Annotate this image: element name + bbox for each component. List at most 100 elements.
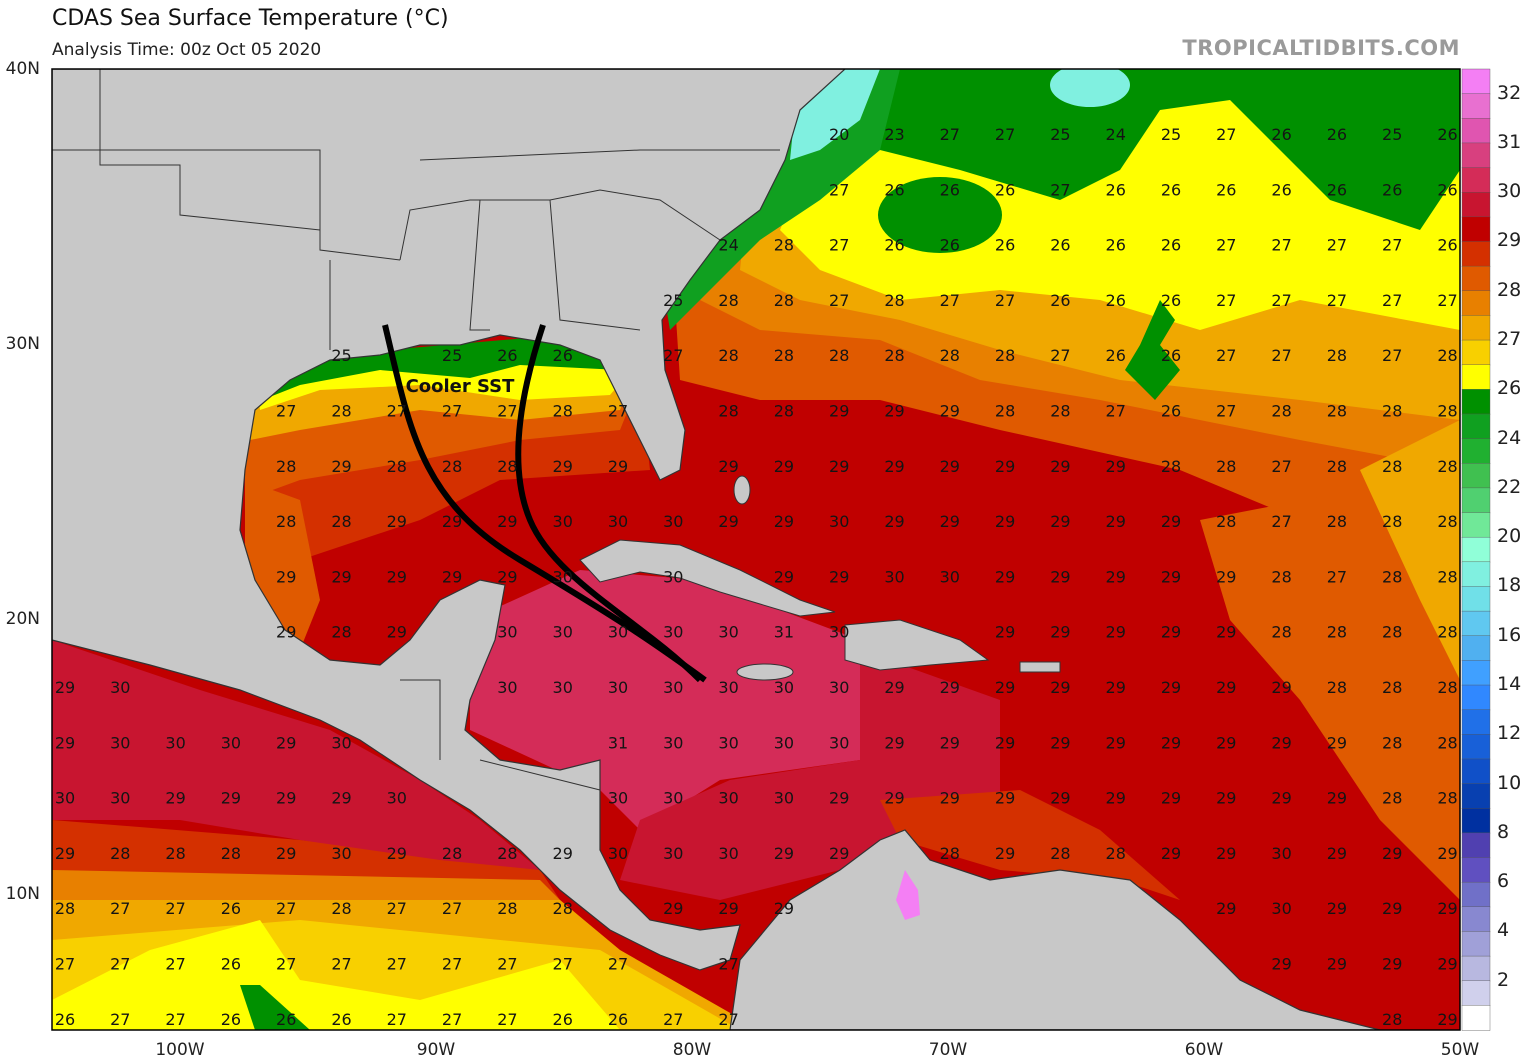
sst-value-label: 30 — [553, 678, 573, 697]
colorbar-bin — [1461, 635, 1491, 662]
sst-value-label: 28 — [1382, 623, 1402, 642]
sst-value-label: 27 — [387, 955, 407, 974]
colorbar-label: 2 — [1497, 968, 1510, 991]
sst-value-label: 30 — [331, 844, 351, 863]
sst-value-label: 29 — [1327, 789, 1347, 808]
sst-value-label: 28 — [1382, 678, 1402, 697]
colorbar-bin — [1461, 118, 1491, 144]
sst-value-label: 26 — [221, 1010, 241, 1029]
sst-value-label: 29 — [1050, 457, 1070, 476]
sst-value-label: 29 — [387, 512, 407, 531]
sst-value-label: 28 — [1437, 512, 1457, 531]
sst-value-label: 28 — [1271, 623, 1291, 642]
sst-value-label: 30 — [1271, 844, 1291, 863]
sst-value-label: 27 — [110, 1010, 130, 1029]
sst-value-label: 29 — [1161, 512, 1181, 531]
sst-value-label: 26 — [608, 1010, 628, 1029]
colorbar-label: 24 — [1497, 426, 1522, 449]
sst-value-label: 30 — [553, 512, 573, 531]
sst-value-label: 29 — [553, 844, 573, 863]
colorbar-bin — [1461, 832, 1491, 859]
colorbar-bin — [1461, 438, 1491, 464]
sst-value-label: 29 — [1161, 733, 1181, 752]
sst-value-label: 26 — [995, 236, 1015, 255]
sst-value-label: 27 — [1437, 291, 1457, 310]
map-frame — [51, 68, 1461, 1031]
sst-value-label: 29 — [940, 457, 960, 476]
sst-value-label: 26 — [1382, 180, 1402, 199]
sst-value-label: 28 — [1437, 789, 1457, 808]
sst-value-label: 26 — [1437, 180, 1457, 199]
lake-maracaibo — [896, 870, 920, 920]
sst-value-label: 29 — [1050, 789, 1070, 808]
sst-value-label: 29 — [1327, 844, 1347, 863]
sst-value-label: 28 — [1271, 402, 1291, 421]
colorbar-bin — [1461, 389, 1491, 415]
sst-value-label: 30 — [1271, 899, 1291, 918]
track-curve-west — [382, 324, 707, 683]
sst-value-label: 29 — [663, 899, 683, 918]
sst-value-label: 26 — [1327, 180, 1347, 199]
sst-value-label: 26 — [940, 180, 960, 199]
sst-value-label: 29 — [1382, 899, 1402, 918]
sst-value-label: 30 — [940, 567, 960, 586]
sst-value-label: 29 — [774, 512, 794, 531]
sst-value-label: 26 — [1050, 236, 1070, 255]
sst-value-label: 27 — [829, 236, 849, 255]
sst-value-label: 27 — [1382, 236, 1402, 255]
sst-value-label: 28 — [331, 402, 351, 421]
sst-value-label: 27 — [1327, 291, 1347, 310]
sst-value-label: 26 — [1161, 402, 1181, 421]
colorbar-bin — [1461, 881, 1491, 908]
sst-value-label: 26 — [1161, 291, 1181, 310]
colorbar-label: 18 — [1497, 574, 1522, 597]
sst-value-label: 29 — [442, 567, 462, 586]
sst-value-label: 30 — [387, 789, 407, 808]
sst-value-label: 29 — [829, 567, 849, 586]
sst-value-label: 27 — [1216, 236, 1236, 255]
sst-value-label: 29 — [387, 844, 407, 863]
sst-value-label: 30 — [829, 512, 849, 531]
sst-value-label: 29 — [718, 457, 738, 476]
sst-value-label: 26 — [1161, 180, 1181, 199]
sst-value-label: 30 — [829, 623, 849, 642]
sst-value-label: 26 — [940, 236, 960, 255]
land-north-central-america — [52, 69, 846, 971]
sst-value-label: 30 — [110, 789, 130, 808]
sst-value-label: 28 — [1437, 346, 1457, 365]
sst-value-label: 29 — [55, 678, 75, 697]
colorbar-label: 12 — [1497, 722, 1522, 745]
sst-zone-atlantic-green — [830, 69, 1460, 230]
colorbar-bin — [1461, 586, 1491, 612]
sst-value-label: 30 — [608, 512, 628, 531]
sst-value-label: 25 — [1382, 125, 1402, 144]
sst-value-label: 28 — [718, 402, 738, 421]
colorbar — [1461, 68, 1491, 1031]
sst-value-label: 29 — [884, 733, 904, 752]
sst-value-label: 29 — [1106, 567, 1126, 586]
colorbar-bin — [1461, 783, 1491, 809]
sst-value-label: 28 — [1327, 402, 1347, 421]
sst-value-label: 27 — [110, 955, 130, 974]
sst-value-label: 29 — [276, 567, 296, 586]
sst-value-label: 26 — [331, 1010, 351, 1029]
sst-value-label: 28 — [1382, 457, 1402, 476]
sst-value-label: 30 — [608, 844, 628, 863]
sst-value-label: 30 — [663, 623, 683, 642]
sst-value-label: 27 — [1327, 236, 1347, 255]
sst-value-label: 27 — [442, 402, 462, 421]
colorbar-bin — [1461, 536, 1491, 563]
sst-value-label: 28 — [774, 236, 794, 255]
sst-value-label: 29 — [995, 567, 1015, 586]
sst-value-label: 29 — [1106, 457, 1126, 476]
colorbar-label: 10 — [1497, 771, 1522, 794]
colorbar-bin — [1461, 216, 1491, 243]
sst-value-label: 27 — [276, 955, 296, 974]
sst-value-label: 28 — [442, 844, 462, 863]
colorbar-bin — [1461, 955, 1491, 982]
sst-value-label: 28 — [1437, 567, 1457, 586]
sst-value-label: 27 — [276, 899, 296, 918]
colorbar-bin — [1461, 610, 1491, 637]
sst-value-label: 26 — [1106, 291, 1126, 310]
sst-value-label: 27 — [608, 955, 628, 974]
